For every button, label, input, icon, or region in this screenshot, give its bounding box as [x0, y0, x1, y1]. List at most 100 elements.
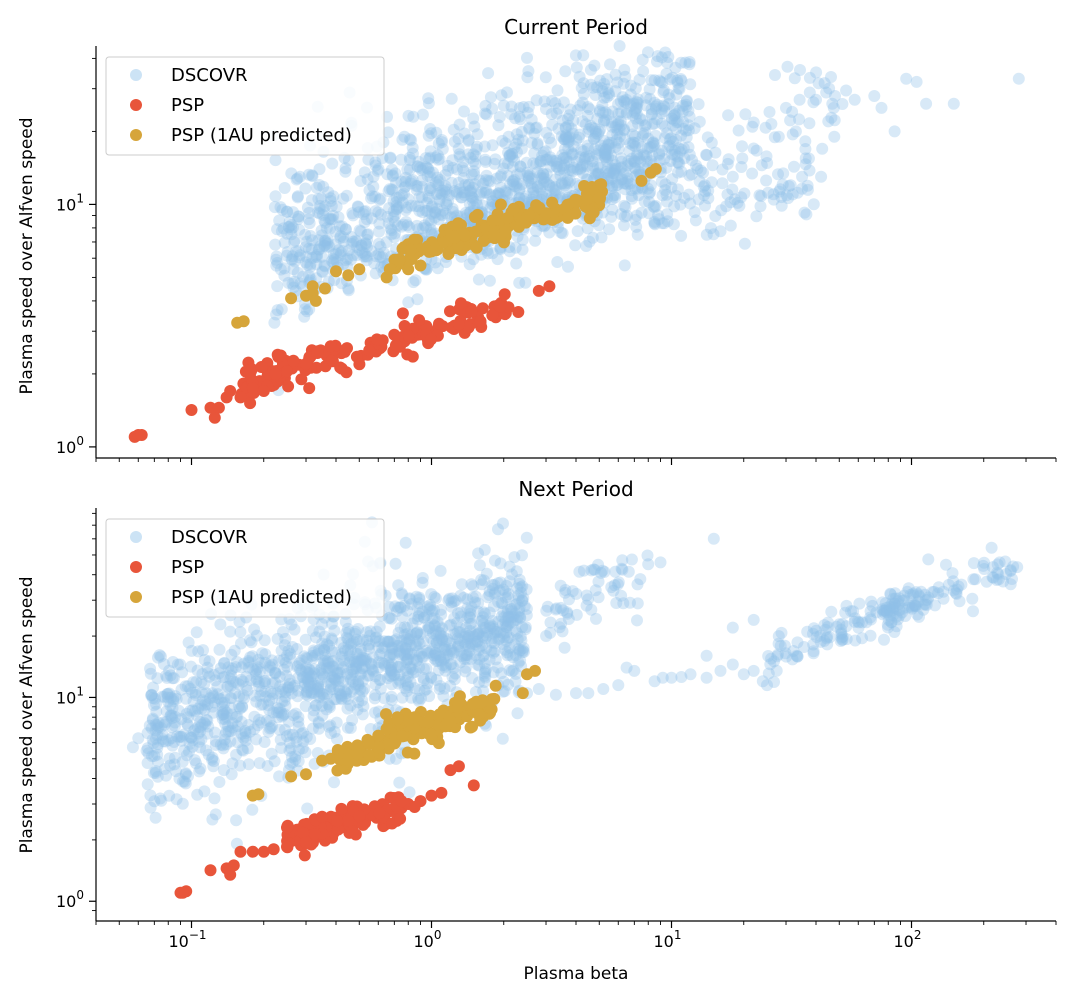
- scatter-point: [453, 118, 466, 131]
- scatter-point: [336, 220, 348, 233]
- scatter-point: [433, 634, 445, 647]
- scatter-point: [318, 649, 331, 662]
- scatter-point: [342, 633, 354, 645]
- scatter-point: [288, 234, 301, 247]
- scatter-point: [148, 795, 161, 808]
- scatter-point: [421, 170, 434, 182]
- scatter-point: [385, 228, 398, 241]
- scatter-point: [516, 687, 529, 700]
- scatter-point: [513, 577, 526, 590]
- scatter-point: [464, 721, 477, 734]
- scatter-point: [592, 168, 605, 181]
- scatter-point: [513, 191, 526, 204]
- scatter-point: [701, 131, 714, 144]
- scatter-point: [195, 698, 208, 711]
- top-chart-title: Current Period: [504, 15, 648, 39]
- scatter-point: [631, 578, 644, 591]
- scatter-point: [612, 98, 625, 111]
- scatter-point: [445, 176, 458, 189]
- scatter-point: [326, 634, 339, 647]
- scatter-point: [527, 186, 540, 199]
- scatter-point: [651, 98, 664, 111]
- scatter-point: [400, 216, 413, 228]
- scatter-point: [422, 162, 435, 175]
- scatter-point: [502, 169, 514, 182]
- scatter-point: [452, 639, 465, 652]
- scatter-point: [173, 772, 186, 785]
- scatter-point: [309, 250, 322, 263]
- scatter-point: [629, 112, 642, 125]
- scatter-point: [453, 150, 466, 163]
- scatter-point: [359, 237, 372, 250]
- scatter-point: [422, 92, 435, 105]
- scatter-point: [478, 543, 491, 556]
- series-1: [128, 280, 556, 443]
- scatter-point: [521, 668, 533, 681]
- scatter-point: [206, 700, 219, 713]
- scatter-point: [487, 666, 500, 679]
- scatter-point: [726, 170, 739, 183]
- scatter-point: [550, 154, 563, 167]
- scatter-point: [393, 776, 406, 789]
- scatter-point: [156, 728, 169, 741]
- scatter-point: [434, 564, 447, 577]
- scatter-point: [487, 627, 500, 640]
- scatter-point: [433, 193, 446, 206]
- scatter-point: [312, 681, 325, 694]
- scatter-point: [397, 218, 410, 231]
- scatter-point: [327, 190, 340, 203]
- scatter-point: [799, 152, 812, 165]
- scatter-point: [230, 711, 243, 723]
- scatter-point: [383, 635, 396, 648]
- scatter-point: [395, 587, 408, 600]
- scatter-point: [305, 669, 318, 682]
- scatter-point: [182, 636, 195, 649]
- series-2: [231, 163, 662, 329]
- scatter-point: [269, 190, 282, 203]
- scatter-point: [218, 696, 231, 709]
- scatter-point: [579, 118, 592, 131]
- scatter-point: [224, 692, 237, 704]
- scatter-point: [218, 671, 231, 683]
- scatter-point: [199, 718, 212, 731]
- scatter-point: [913, 610, 925, 623]
- scatter-point: [595, 139, 608, 152]
- scatter-point: [469, 150, 482, 163]
- scatter-point: [617, 77, 630, 90]
- scatter-point: [386, 658, 398, 671]
- scatter-point: [207, 755, 220, 768]
- scatter-point: [401, 679, 414, 691]
- scatter-point: [614, 95, 627, 108]
- scatter-point: [558, 202, 571, 215]
- scatter-point: [388, 634, 401, 647]
- scatter-point: [552, 102, 565, 115]
- scatter-point: [400, 656, 413, 669]
- scatter-point: [252, 653, 265, 666]
- scatter-point: [345, 237, 358, 250]
- scatter-point: [513, 611, 526, 624]
- scatter-point: [671, 166, 684, 179]
- scatter-point: [382, 126, 395, 139]
- scatter-point: [940, 558, 952, 571]
- scatter-point: [324, 680, 337, 693]
- scatter-point: [458, 652, 471, 665]
- scatter-point: [272, 706, 285, 719]
- scatter-point: [504, 649, 517, 661]
- scatter-point: [415, 647, 428, 660]
- scatter-point: [491, 253, 504, 266]
- scatter-point: [258, 634, 271, 647]
- scatter-point: [789, 125, 802, 138]
- scatter-point: [198, 654, 211, 666]
- scatter-point: [494, 300, 507, 313]
- scatter-point: [432, 179, 445, 192]
- scatter-point: [476, 639, 489, 652]
- scatter-point: [519, 623, 532, 636]
- scatter-point: [424, 123, 437, 135]
- scatter-point: [278, 262, 291, 275]
- scatter-point: [221, 680, 234, 693]
- scatter-point: [276, 695, 288, 708]
- scatter-point: [169, 710, 182, 723]
- scatter-point: [175, 713, 188, 725]
- scatter-point: [425, 215, 438, 228]
- scatter-point: [501, 649, 514, 662]
